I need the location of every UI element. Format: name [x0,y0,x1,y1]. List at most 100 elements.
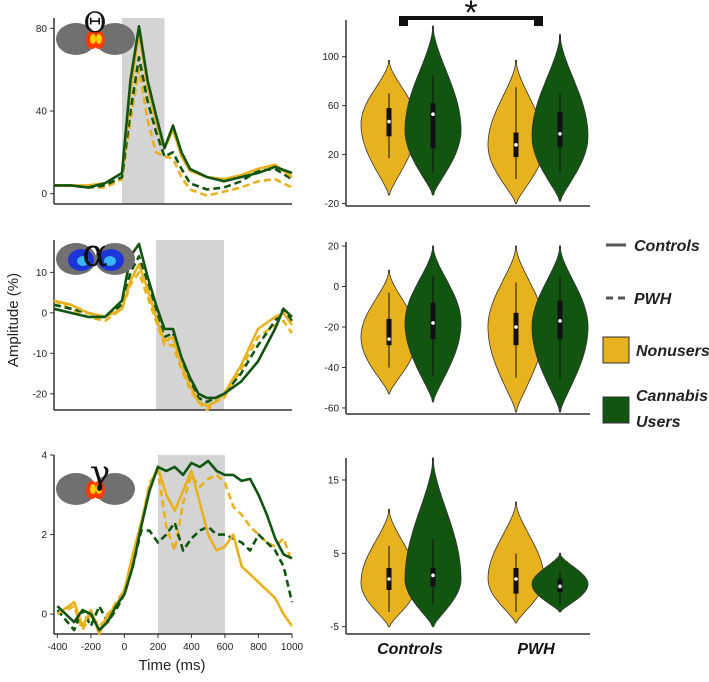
gamma-violins: -5 5 15 [328,457,590,635]
x-tick-label: 800 [250,642,267,653]
y-tick-label: 4 [41,451,47,462]
y-tick-label: 10 [36,268,48,279]
series-line-controls-nonusers [54,31,293,187]
legend-cannabis-line2: Users [636,414,681,431]
violin-y-tick-label: 20 [328,242,340,253]
line-panels: 0 40 80 Θ -20 -10 0 10 α 0 2 4 -400 -200 0 200 400 600 800… [33,6,304,653]
median-dot-pwh-nonusers [514,325,518,329]
theta-timecourse: 0 40 80 Θ [36,6,293,205]
y-tick-label: 40 [36,107,48,118]
violin-y-tick-label: 0 [333,282,339,293]
y-tick-label: 0 [41,308,47,319]
activation-core-right [96,34,102,44]
x-tick-label: -200 [81,642,101,653]
iqr-box-controls-nonusers [386,318,392,346]
y-tick-label: 2 [41,530,47,541]
activation-core-left [90,484,96,494]
median-dot-pwh-cannabis [558,132,562,136]
median-dot-controls-nonusers [387,337,391,341]
brain-icon [56,473,135,505]
activation-core-right [104,256,116,266]
group-label-controls: Controls [377,641,443,658]
significance-star: * [464,0,477,32]
x-tick-label: -400 [47,642,67,653]
alpha-violins: -60 -40 -20 0 20 [325,242,590,415]
median-dot-pwh-cannabis [558,584,562,589]
band-symbol: γ [90,453,110,493]
activation-core-left [90,34,96,44]
median-dot-controls-cannabis [431,573,435,578]
bracket-cap-right [534,16,543,26]
violin-y-tick-label: -20 [325,199,340,210]
iqr-box-pwh-cannabis [557,111,563,148]
alpha-timecourse: -20 -10 0 10 α [33,231,294,412]
brain-left-hemisphere [56,23,96,55]
median-dot-pwh-cannabis [558,319,562,323]
median-dot-pwh-nonusers [514,143,518,147]
x-tick-label: 400 [183,642,200,653]
activation-core-right [96,484,102,494]
violin-y-tick-label: 100 [322,52,339,63]
x-tick-label: 0 [122,642,128,653]
x-tick-label: 200 [150,642,167,653]
violin-y-tick-label: 60 [328,101,340,112]
series-line-controls-nonusers [53,263,294,408]
legend-nonusers-swatch [602,336,630,364]
iqr-box-controls-cannabis [430,103,436,149]
y-tick-label: 80 [36,24,48,35]
median-dot-controls-cannabis [431,321,435,325]
violin-y-tick-label: 15 [328,476,340,487]
iqr-box-pwh-nonusers [513,312,519,346]
y-tick-label: 0 [41,189,47,200]
violin-y-tick-label: -60 [325,403,340,414]
activation-core-left [77,256,89,266]
analysis-window [157,455,225,634]
x-axis-label: Time (ms) [139,657,206,674]
legend-cannabis-swatch [602,396,630,424]
series-line-controls-cannabis [53,242,293,400]
series-line-pwh-cannabis [56,521,294,632]
group-label-pwh: PWH [517,641,555,658]
legend-pwh: PWH [634,291,672,308]
series-line-pwh-nonusers [53,271,294,412]
brain-right-hemisphere [95,473,135,505]
brain-right-hemisphere [95,23,135,55]
series-line-controls-cannabis [54,25,293,189]
median-dot-controls-cannabis [431,112,435,117]
brain-icon [56,23,135,55]
y-axis-label: Amplitude (%) [5,273,22,367]
y-tick-label: -10 [33,349,48,360]
brain-left-hemisphere [56,473,96,505]
y-tick-label: 0 [41,610,47,621]
gamma-timecourse: 0 2 4 -400 -200 0 200 400 600 800 1000 γ [41,451,303,654]
legend-cannabis-line1: Cannabis [636,388,708,405]
brain-icon [56,243,135,275]
violin-y-tick-label: -5 [330,622,339,633]
x-tick-label: 600 [217,642,234,653]
theta-violins: -20 20 60 100 [322,20,590,210]
legend: Controls PWH Nonusers Cannabis Users [602,238,709,431]
bracket-cap-left [399,16,408,26]
median-dot-pwh-nonusers [514,577,518,581]
violin-y-tick-label: -20 [325,322,340,333]
series-line-pwh-cannabis [54,56,293,191]
median-dot-controls-nonusers [387,119,391,124]
band-symbol: α [82,231,108,275]
legend-nonusers: Nonusers [636,343,709,360]
band-symbol: Θ [84,6,107,39]
violin-y-tick-label: 5 [333,549,339,560]
iqr-box-controls-cannabis [430,568,436,587]
x-tick-label: 1000 [281,642,304,653]
significance-bracket: * [399,0,543,32]
y-tick-label: -20 [33,389,48,400]
legend-controls: Controls [634,238,700,255]
series-line-controls-cannabis [56,459,293,632]
iqr-box-pwh-nonusers [513,568,519,594]
series-line-controls-nonusers [56,465,294,636]
median-dot-controls-nonusers [387,577,391,581]
iqr-box-controls-cannabis [430,302,436,340]
violin-y-tick-label: 20 [328,150,340,161]
violin-y-tick-label: -40 [325,363,340,374]
violin-panels: -20 20 60 100 -60 -40 -20 0 20 -5 5 15 [322,20,590,635]
